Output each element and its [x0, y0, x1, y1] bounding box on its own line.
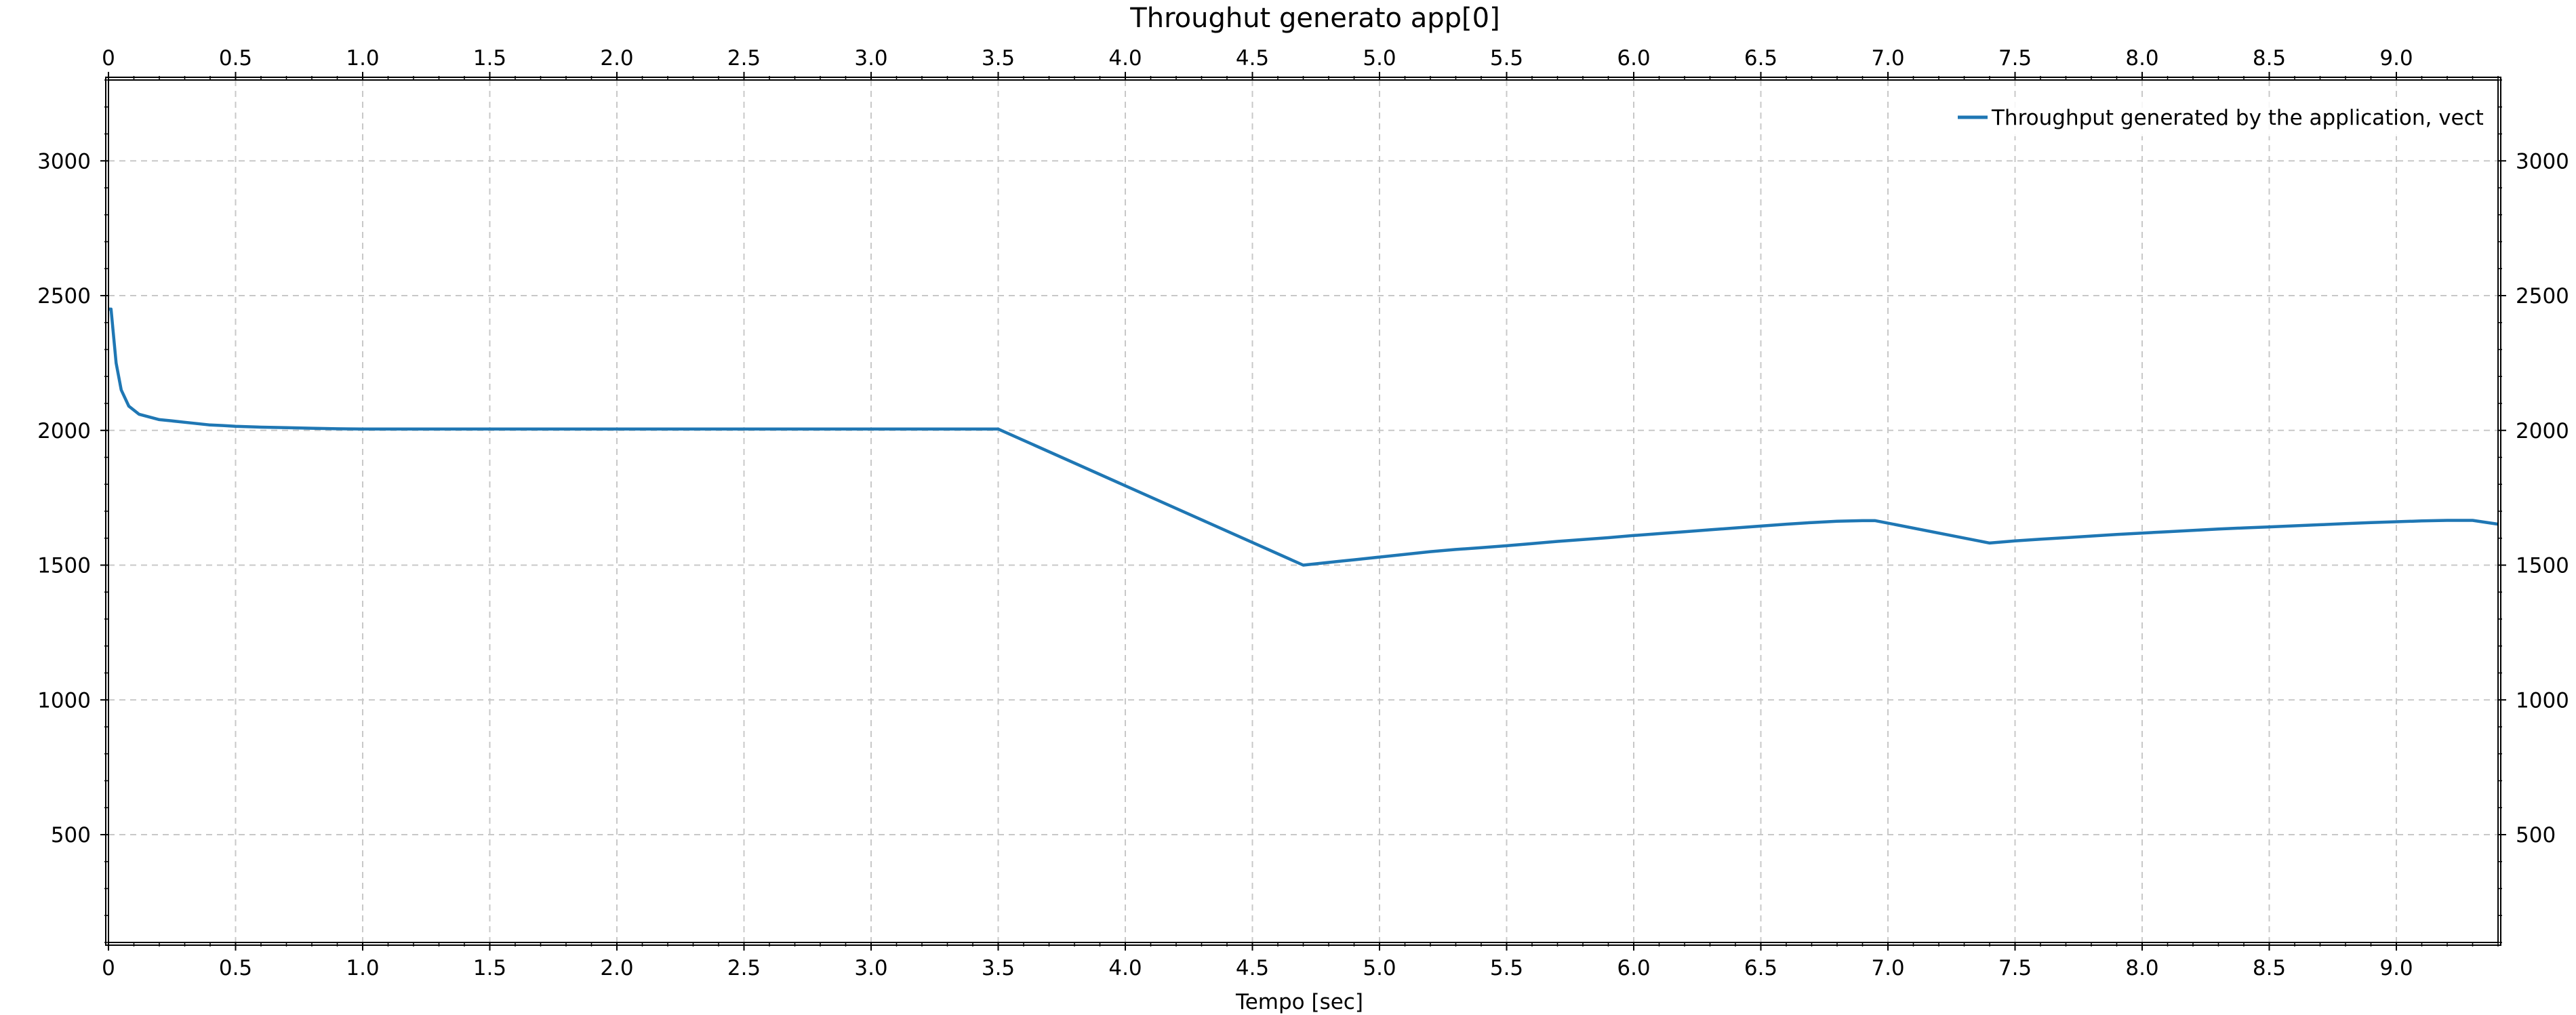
chart-title: Throughut generato app[0] [1129, 3, 1500, 34]
x-tick-label-bottom: 4.5 [1236, 956, 1269, 980]
x-tick-label-top: 3.0 [854, 46, 887, 71]
legend-label: Throughput generated by the application,… [1991, 106, 2484, 130]
x-tick-label-top: 1.5 [473, 46, 506, 71]
x-tick-label-bottom: 8.0 [2125, 956, 2158, 980]
legend: Throughput generated by the application,… [1946, 98, 2495, 136]
series-layer [108, 307, 2499, 567]
x-tick-label-top: 8.5 [2253, 46, 2286, 71]
plot-background [108, 80, 2498, 942]
x-tick-label-bottom: 6.5 [1744, 956, 1777, 980]
x-tick-label-top: 2.5 [727, 46, 761, 71]
grid [108, 80, 2498, 942]
x-tick-label-top: 4.0 [1108, 46, 1142, 71]
x-tick-label-bottom: 3.0 [854, 956, 887, 980]
x-tick-label-top: 6.0 [1617, 46, 1650, 71]
x-tick-label-bottom: 4.0 [1108, 956, 1142, 980]
x-tick-label-top: 1.0 [346, 46, 379, 71]
legend-box [1946, 98, 2495, 136]
y-tick-label-right: 1500 [2516, 554, 2569, 578]
x-tick-label-top: 9.0 [2379, 46, 2413, 71]
y-tick-label-left: 1000 [37, 688, 91, 713]
y-tick-label-left: 2000 [37, 419, 91, 443]
x-tick-label-top: 3.5 [982, 46, 1015, 71]
x-tick-label-bottom: 1.5 [473, 956, 506, 980]
y-tick-label-left: 1500 [37, 554, 91, 578]
x-tick-label-top: 0 [102, 46, 115, 71]
y-tick-label-right: 1000 [2516, 688, 2569, 713]
x-tick-label-top: 4.5 [1236, 46, 1269, 71]
x-tick-label-top: 5.0 [1363, 46, 1396, 71]
x-tick-label-bottom: 8.5 [2253, 956, 2286, 980]
x-tick-label-bottom: 5.0 [1363, 956, 1396, 980]
x-tick-label-bottom: 3.5 [982, 956, 1015, 980]
x-tick-label-top: 5.5 [1490, 46, 1523, 71]
x-tick-label-bottom: 7.0 [1871, 956, 1904, 980]
x-tick-label-bottom: 0.5 [219, 956, 252, 980]
y-tick-label-left: 3000 [37, 149, 91, 174]
x-tick-label-bottom: 7.5 [1998, 956, 2032, 980]
y-tick-label-right: 2000 [2516, 419, 2569, 443]
x-axis-title: Tempo [sec] [1235, 990, 1363, 1014]
y-tick-label-right: 3000 [2516, 149, 2569, 174]
x-tick-label-bottom: 1.0 [346, 956, 379, 980]
x-tick-label-top: 8.0 [2125, 46, 2158, 71]
y-tick-label-right: 500 [2516, 823, 2556, 848]
y-tick-label-left: 500 [51, 823, 91, 848]
x-tick-label-bottom: 0 [102, 956, 115, 980]
x-tick-label-bottom: 2.5 [727, 956, 761, 980]
series-line [108, 307, 2499, 567]
x-tick-label-bottom: 2.0 [600, 956, 633, 980]
x-tick-label-top: 7.0 [1871, 46, 1904, 71]
x-tick-label-top: 7.5 [1998, 46, 2032, 71]
x-tick-label-bottom: 5.5 [1490, 956, 1523, 980]
x-tick-label-top: 2.0 [600, 46, 633, 71]
x-tick-label-bottom: 9.0 [2379, 956, 2413, 980]
x-tick-label-top: 6.5 [1744, 46, 1777, 71]
x-tick-label-top: 0.5 [219, 46, 252, 71]
y-tick-label-left: 2500 [37, 284, 91, 309]
ticks: 0 0 0.5 0.5 1.0 1.0 1.5 1.5 2.0 2.0 2.5 2.5 3.0 3.0 3.… [37, 46, 2569, 980]
y-tick-label-right: 2500 [2516, 284, 2569, 309]
x-tick-label-bottom: 6.0 [1617, 956, 1650, 980]
